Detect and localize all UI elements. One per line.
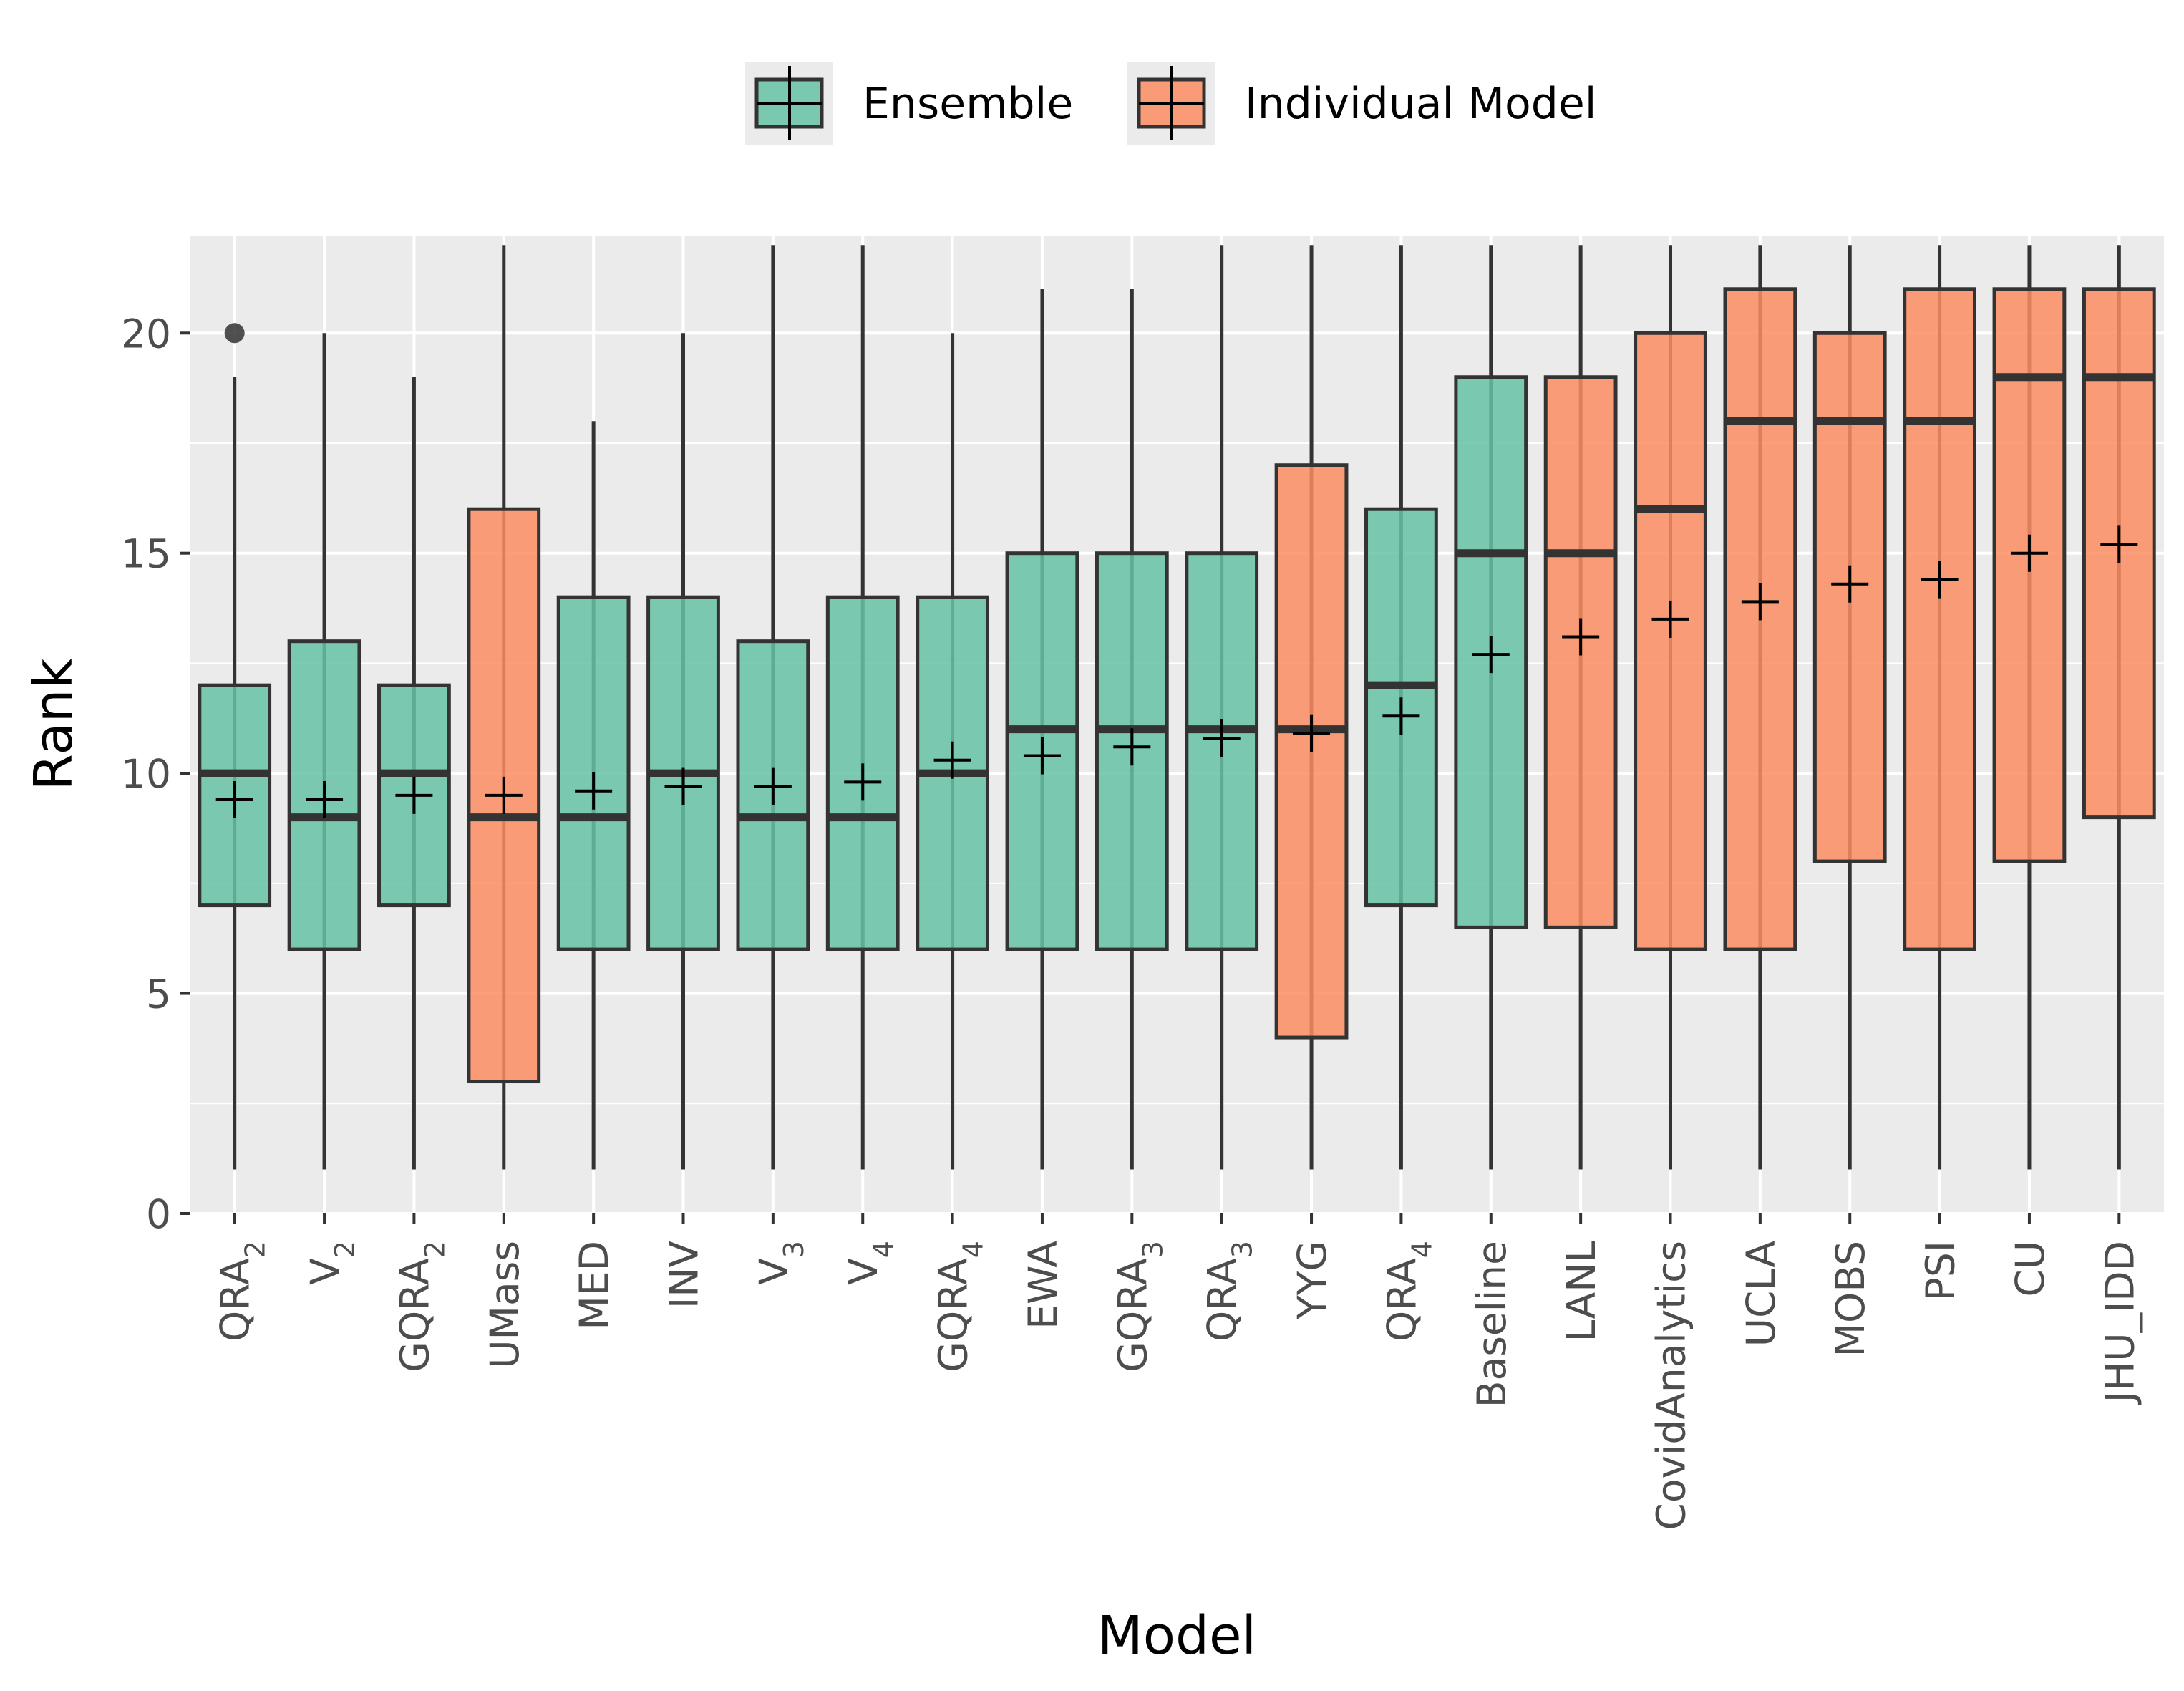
y-tick-label: 0 — [146, 1191, 171, 1237]
box-series — [198, 245, 2156, 1170]
x-tick-label: QRA3 — [1200, 1241, 1258, 1342]
x-tick-label: EWA — [1020, 1241, 1066, 1329]
box-inv — [646, 333, 720, 1170]
x-tick-label: CovidAnalytics — [1649, 1241, 1694, 1531]
box-qra2 — [198, 323, 272, 1170]
y-tick-label: 20 — [121, 311, 171, 357]
legend-entry-ensemble: Ensemble — [745, 62, 1073, 145]
box-psi — [1903, 245, 1976, 1170]
box-body — [1723, 287, 1797, 951]
y-tick-label: 5 — [146, 972, 171, 1017]
x-tick-label: LANL — [1558, 1241, 1604, 1342]
box-body — [1903, 287, 1976, 951]
box-umass — [467, 245, 541, 1170]
x-tick-label: QRA2 — [213, 1241, 271, 1342]
box-v3 — [736, 245, 810, 1170]
legend-label-individual-model: Individual Model — [1245, 79, 1596, 129]
x-tick-label: UCLA — [1738, 1241, 1784, 1347]
box-v2 — [287, 333, 361, 1170]
box-jhu-idd — [2082, 245, 2156, 1170]
box-ucla — [1723, 245, 1797, 1170]
x-tick-label: QRA4 — [1379, 1241, 1437, 1342]
box-gqra3 — [1095, 289, 1169, 1170]
box-mobs — [1812, 245, 1887, 1170]
box-med — [556, 421, 631, 1170]
legend-label-ensemble: Ensemble — [863, 79, 1073, 129]
x-tick-label: YYG — [1289, 1241, 1335, 1320]
x-tick-label: Baseline — [1469, 1241, 1515, 1407]
x-axis-title: Model — [1097, 1605, 1256, 1667]
box-cu — [1992, 245, 2067, 1170]
x-tick-label: MOBS — [1828, 1241, 1873, 1357]
legend-entry-individual-model: Individual Model — [1127, 62, 1596, 145]
box-ewa — [1005, 289, 1079, 1170]
outlier-point — [224, 323, 245, 344]
box-qra4 — [1364, 245, 1438, 1170]
y-tick-label: 10 — [121, 751, 171, 797]
box-lanl — [1543, 245, 1618, 1170]
box-baseline — [1454, 245, 1528, 1170]
x-tick-label: MED — [571, 1241, 617, 1330]
x-axis: QRA2 V2 GQRA2 UMass MED INV V3 V4 GQRA4 EWA GQRA3 Q… — [213, 1213, 2142, 1531]
x-tick-label: GQRA2 — [392, 1241, 450, 1372]
x-tick-label: V2 — [302, 1241, 361, 1285]
x-tick-label: GQRA4 — [931, 1241, 989, 1372]
x-tick-label: CU — [2007, 1241, 2053, 1297]
y-tick-label: 15 — [121, 531, 171, 577]
box-yyg — [1274, 245, 1349, 1170]
legend: Ensemble Individual Model — [745, 62, 1596, 145]
x-tick-label: V3 — [751, 1241, 810, 1285]
box-v4 — [825, 245, 900, 1170]
x-tick-label: GQRA3 — [1110, 1241, 1168, 1372]
y-axis: 0 5 10 15 20 — [121, 311, 190, 1237]
x-tick-label: INV — [661, 1241, 707, 1309]
box-body — [1634, 331, 1707, 951]
box-body — [1992, 287, 2067, 863]
y-axis-title: Rank — [23, 658, 84, 790]
x-tick-label: V4 — [840, 1241, 899, 1285]
x-tick-label: UMass — [482, 1241, 528, 1369]
x-tick-label: JHU_IDD — [2097, 1241, 2142, 1405]
box-covidanalytics — [1634, 245, 1707, 1170]
box-gqra2 — [377, 377, 451, 1170]
box-gqra4 — [916, 333, 989, 1170]
x-tick-label: PSI — [1918, 1241, 1964, 1301]
box-qra3 — [1185, 245, 1259, 1170]
